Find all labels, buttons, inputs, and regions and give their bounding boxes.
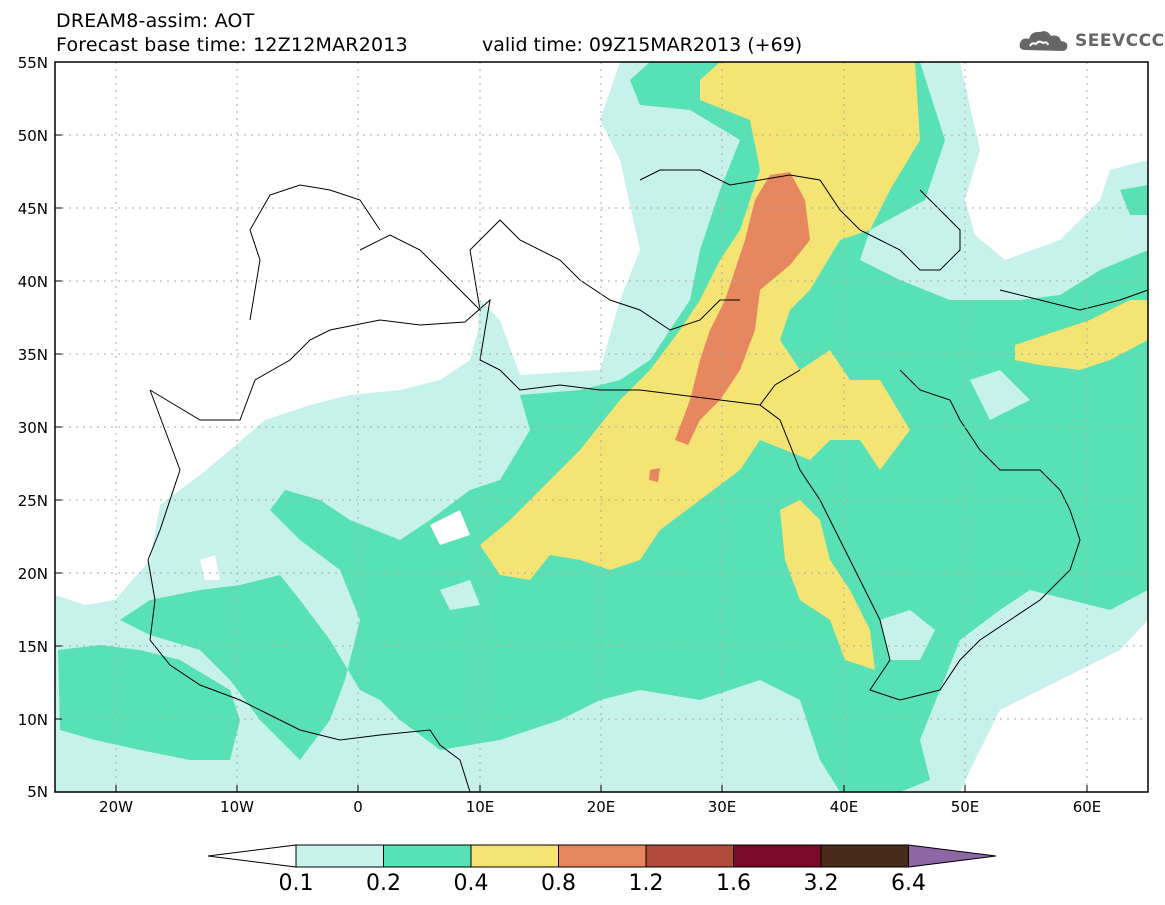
lon-label: 60E xyxy=(1072,798,1102,816)
colorbar-label: 0.1 xyxy=(278,871,314,896)
lon-label: 0 xyxy=(353,798,363,816)
colorbar-max-arrow xyxy=(908,844,997,868)
lon-label: 20E xyxy=(586,798,616,816)
lat-label: 55N xyxy=(17,54,48,72)
gridlines xyxy=(55,62,1148,792)
lat-label: 5N xyxy=(27,783,48,801)
logo-text: SEEVCCC xyxy=(1075,31,1165,51)
colorbar-label: 1.2 xyxy=(628,871,664,896)
lat-label: 40N xyxy=(17,273,48,291)
colorbar-min-arrow xyxy=(207,844,297,868)
lat-label: 20N xyxy=(17,565,48,583)
colorbar-cell xyxy=(645,844,734,868)
valid-time: valid time: 09Z15MAR2013 (+69) xyxy=(482,34,803,56)
colorbar xyxy=(207,844,997,868)
map-title: DREAM8-assim: AOT xyxy=(56,10,255,32)
lat-label: 15N xyxy=(17,638,48,656)
colorbar-cell xyxy=(295,844,384,868)
colorbar-cell xyxy=(820,844,909,868)
lon-label: 50E xyxy=(950,798,980,816)
lon-label: 40E xyxy=(829,798,859,816)
lat-label: 45N xyxy=(17,200,48,218)
lat-label: 25N xyxy=(17,492,48,510)
colorbar-cell xyxy=(470,844,559,868)
lat-label: 30N xyxy=(17,419,48,437)
seevccc-logo: SEEVCCC xyxy=(1018,26,1164,56)
lon-label: 10E xyxy=(465,798,495,816)
tick-marks xyxy=(55,61,1088,792)
cloud-icon xyxy=(1019,31,1068,51)
lat-label: 50N xyxy=(17,127,48,145)
colorbar-label: 0.8 xyxy=(541,871,576,896)
colorbar-label: 6.4 xyxy=(891,871,926,896)
colorbar-label: 0.4 xyxy=(453,871,489,896)
coastlines xyxy=(147,169,1148,792)
lon-label: 30E xyxy=(707,798,737,816)
colorbar-label: 3.2 xyxy=(803,871,839,896)
lon-label: 10W xyxy=(220,798,254,816)
forecast-base-time: Forecast base time: 12Z12MAR2013 xyxy=(56,34,408,56)
colorbar-cell xyxy=(383,844,472,868)
colorbar-label: 1.6 xyxy=(716,871,751,896)
colorbar-label: 0.2 xyxy=(366,871,401,896)
lon-label: 20W xyxy=(99,798,133,816)
lat-label: 35N xyxy=(17,346,48,364)
lat-label: 10N xyxy=(17,711,48,729)
colorbar-cell xyxy=(733,844,822,868)
colorbar-cell xyxy=(558,844,647,868)
